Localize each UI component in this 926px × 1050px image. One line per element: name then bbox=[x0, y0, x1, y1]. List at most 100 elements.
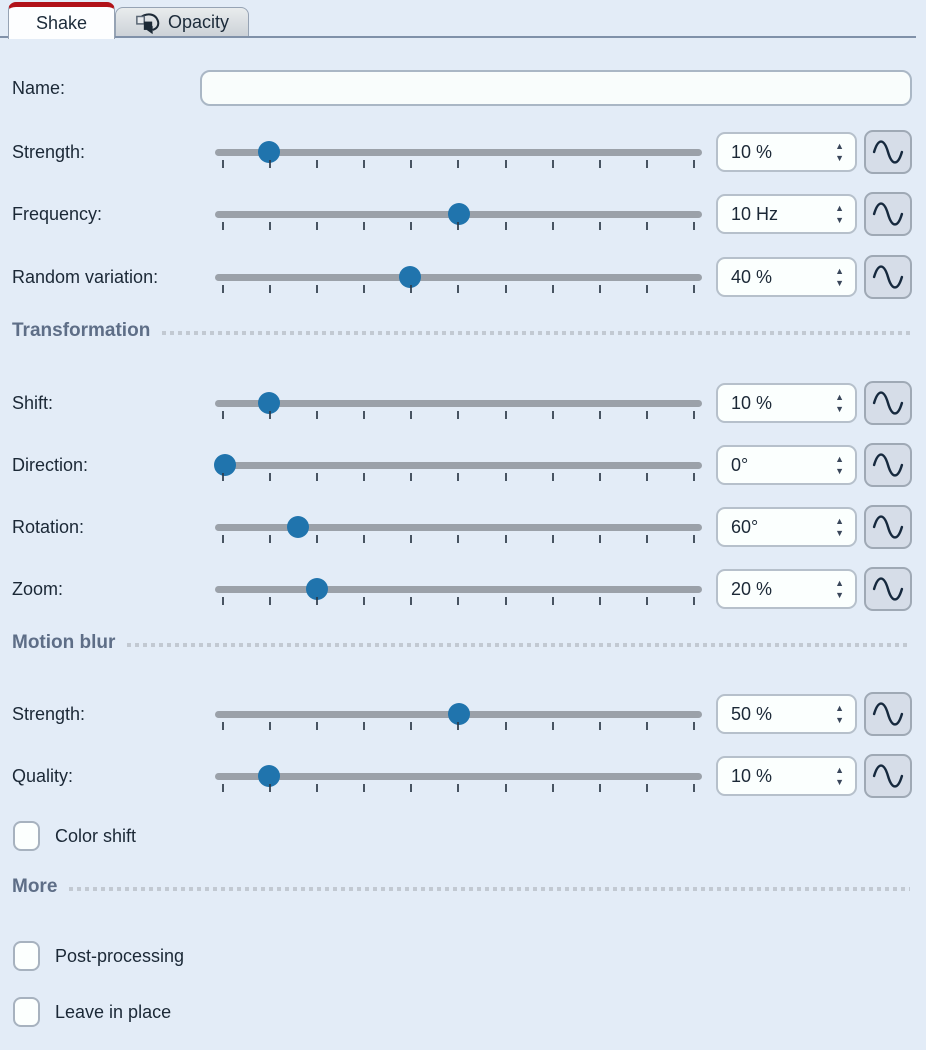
rotation-slider[interactable] bbox=[215, 496, 702, 558]
zoom-curve-button[interactable] bbox=[864, 567, 912, 611]
slider-track[interactable] bbox=[215, 399, 702, 407]
motion-strength-spinbox[interactable]: 50 % ▲ ▼ bbox=[716, 694, 857, 734]
slider-thumb[interactable] bbox=[398, 266, 421, 288]
spin-down-icon[interactable]: ▼ bbox=[835, 214, 844, 225]
post-processing-checkbox[interactable] bbox=[13, 941, 40, 971]
tab-opacity-label: Opacity bbox=[167, 12, 230, 32]
slider-ticks bbox=[222, 285, 695, 294]
direction-label: Direction: bbox=[12, 454, 89, 475]
spin-value: 10 Hz bbox=[731, 203, 779, 224]
spin-up-icon[interactable]: ▲ bbox=[835, 140, 844, 151]
section-motion-blur: Motion blur bbox=[0, 629, 926, 657]
zoom-row: Zoom: 20 % ▲ ▼ bbox=[0, 558, 926, 620]
rotation-curve-button[interactable] bbox=[864, 505, 912, 549]
sine-wave-icon bbox=[868, 134, 908, 170]
slider-thumb[interactable] bbox=[286, 516, 309, 538]
section-dotted-rule bbox=[162, 331, 910, 335]
motion-strength-slider[interactable] bbox=[215, 683, 702, 745]
name-label: Name: bbox=[12, 77, 66, 98]
spin-up-icon[interactable]: ▲ bbox=[835, 453, 844, 464]
random-variation-spinbox[interactable]: 40 % ▲ ▼ bbox=[716, 257, 857, 297]
spin-up-icon[interactable]: ▲ bbox=[835, 515, 844, 526]
slider-thumb[interactable] bbox=[306, 578, 329, 600]
random-variation-slider[interactable] bbox=[215, 246, 702, 308]
leave-in-place-checkbox[interactable] bbox=[13, 997, 40, 1027]
quality-spinbox[interactable]: 10 % ▲ ▼ bbox=[716, 756, 857, 796]
spin-down-icon[interactable]: ▼ bbox=[835, 527, 844, 538]
slider-track[interactable] bbox=[215, 772, 702, 780]
slider-thumb[interactable] bbox=[257, 392, 280, 414]
rotation-spinbox[interactable]: 60° ▲ ▼ bbox=[716, 507, 857, 547]
frequency-slider[interactable] bbox=[215, 183, 702, 245]
zoom-label: Zoom: bbox=[12, 578, 64, 599]
spin-down-icon[interactable]: ▼ bbox=[835, 465, 844, 476]
shift-curve-button[interactable] bbox=[864, 381, 912, 425]
slider-thumb[interactable] bbox=[447, 703, 470, 725]
section-title: Transformation bbox=[12, 320, 151, 341]
spin-down-icon[interactable]: ▼ bbox=[835, 403, 844, 414]
shift-slider[interactable] bbox=[215, 372, 702, 434]
spin-up-icon[interactable]: ▲ bbox=[835, 265, 844, 276]
frequency-curve-button[interactable] bbox=[864, 192, 912, 236]
direction-spinbox[interactable]: 0° ▲ ▼ bbox=[716, 445, 857, 485]
slider-track[interactable] bbox=[215, 523, 702, 531]
rotation-label: Rotation: bbox=[12, 516, 85, 537]
strength-curve-button[interactable] bbox=[864, 130, 912, 174]
slider-thumb[interactable] bbox=[447, 203, 470, 225]
zoom-spinbox[interactable]: 20 % ▲ ▼ bbox=[716, 569, 857, 609]
color-shift-label: Color shift bbox=[55, 825, 137, 846]
random-variation-label: Random variation: bbox=[12, 266, 159, 287]
spin-value: 0° bbox=[731, 454, 749, 475]
spin-up-icon[interactable]: ▲ bbox=[835, 764, 844, 775]
slider-track[interactable] bbox=[215, 585, 702, 593]
strength-spinbox[interactable]: 10 % ▲ ▼ bbox=[716, 132, 857, 172]
spin-value: 10 % bbox=[731, 141, 773, 162]
motion-strength-label: Strength: bbox=[12, 703, 86, 724]
section-dotted-rule bbox=[127, 643, 910, 647]
quality-label: Quality: bbox=[12, 765, 74, 786]
sine-wave-icon bbox=[868, 696, 908, 732]
spin-down-icon[interactable]: ▼ bbox=[835, 152, 844, 163]
tab-shake-label: Shake bbox=[35, 12, 88, 33]
tab-strip-divider bbox=[0, 36, 916, 38]
post-processing-row: Post-processing bbox=[0, 941, 926, 971]
section-title: More bbox=[12, 876, 58, 897]
quality-row: Quality: 10 % ▲ ▼ bbox=[0, 745, 926, 807]
spin-up-icon[interactable]: ▲ bbox=[835, 702, 844, 713]
quality-slider[interactable] bbox=[215, 745, 702, 807]
section-transformation: Transformation bbox=[0, 317, 926, 345]
tab-opacity[interactable]: Opacity bbox=[115, 7, 249, 37]
strength-slider[interactable] bbox=[215, 121, 702, 183]
spin-value: 40 % bbox=[731, 266, 773, 287]
section-dotted-rule bbox=[69, 887, 910, 891]
motion-strength-curve-button[interactable] bbox=[864, 692, 912, 736]
random-variation-row: Random variation: 40 % ▲ ▼ bbox=[0, 246, 926, 308]
tab-shake[interactable]: Shake bbox=[8, 2, 115, 39]
spin-down-icon[interactable]: ▼ bbox=[835, 714, 844, 725]
zoom-slider[interactable] bbox=[215, 558, 702, 620]
slider-track[interactable] bbox=[215, 273, 702, 281]
shift-spinbox[interactable]: 10 % ▲ ▼ bbox=[716, 383, 857, 423]
spin-up-icon[interactable]: ▲ bbox=[835, 577, 844, 588]
random-variation-curve-button[interactable] bbox=[864, 255, 912, 299]
slider-thumb[interactable] bbox=[213, 454, 236, 476]
slider-thumb[interactable] bbox=[257, 141, 280, 163]
direction-slider[interactable] bbox=[213, 434, 702, 496]
spin-down-icon[interactable]: ▼ bbox=[835, 277, 844, 288]
quality-curve-button[interactable] bbox=[864, 754, 912, 798]
name-input[interactable] bbox=[200, 70, 912, 106]
spin-up-icon[interactable]: ▲ bbox=[835, 391, 844, 402]
slider-ticks bbox=[222, 722, 695, 731]
slider-track[interactable] bbox=[215, 148, 702, 156]
spin-up-icon[interactable]: ▲ bbox=[835, 202, 844, 213]
spin-down-icon[interactable]: ▼ bbox=[835, 589, 844, 600]
frequency-spinbox[interactable]: 10 Hz ▲ ▼ bbox=[716, 194, 857, 234]
spin-down-icon[interactable]: ▼ bbox=[835, 776, 844, 787]
color-shift-checkbox[interactable] bbox=[13, 821, 40, 851]
slider-thumb[interactable] bbox=[257, 765, 280, 787]
spin-value: 50 % bbox=[731, 703, 773, 724]
name-row: Name: bbox=[0, 70, 926, 106]
slider-track[interactable] bbox=[215, 461, 702, 469]
direction-curve-button[interactable] bbox=[864, 443, 912, 487]
